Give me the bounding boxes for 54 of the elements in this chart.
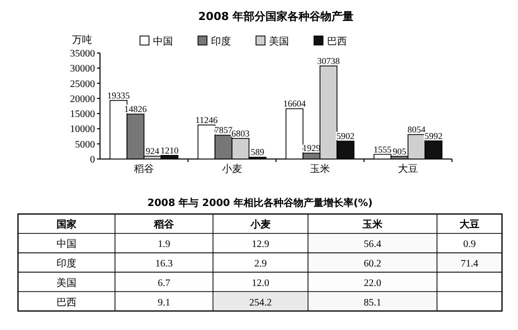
x-tick-label: 小麦 xyxy=(250,218,270,231)
y-tick-label: 30000 xyxy=(70,64,95,75)
data-label: 71.4 xyxy=(460,258,478,270)
y-tick-label: 中国 xyxy=(56,238,76,250)
data-label: 6803 xyxy=(232,128,250,138)
legend-label: 巴西 xyxy=(327,36,347,48)
legend-label: 美国 xyxy=(269,36,289,48)
y-tick-label: 印度 xyxy=(56,258,76,270)
y-tick-label: 15000 xyxy=(70,109,95,120)
data-label: 1555 xyxy=(374,144,392,154)
data-label: 22.0 xyxy=(364,278,382,289)
data-label: 16.3 xyxy=(155,258,173,270)
y-tick-label: 巴西 xyxy=(56,297,76,308)
legend-label: 中国 xyxy=(153,36,173,48)
data-label: 1.9 xyxy=(158,239,170,250)
data-label: 19335 xyxy=(107,90,130,100)
data-label: 30738 xyxy=(317,56,340,66)
y-tick-label: 25000 xyxy=(70,78,95,90)
data-label: 56.4 xyxy=(364,239,382,250)
y-tick-label: 20000 xyxy=(70,94,95,105)
legend-label: 印度 xyxy=(211,36,231,48)
x-tick-label: 稻谷 xyxy=(134,163,154,175)
data-label: 254.2 xyxy=(249,297,272,308)
y-tick-label: 10000 xyxy=(70,124,95,136)
data-label: 1210 xyxy=(160,145,179,156)
data-label: 924 xyxy=(146,146,160,156)
chart-title: 2008 年部分国家各种谷物产量 xyxy=(198,10,354,23)
data-label: 9.1 xyxy=(158,297,170,308)
y-tick-label: 美国 xyxy=(56,276,76,289)
x-tick-label: 玉米 xyxy=(310,163,330,175)
data-label: 2.9 xyxy=(254,258,267,270)
data-label: 8054 xyxy=(408,124,426,135)
y-tick-label: 0 xyxy=(90,154,95,166)
x-tick-label: 大豆 xyxy=(458,218,480,231)
data-label: 589 xyxy=(250,147,265,158)
x-tick-label: 小麦 xyxy=(222,163,242,175)
x-tick-label: 稻谷 xyxy=(153,218,175,231)
data-label: 905 xyxy=(392,146,407,156)
y-tick-label: 5000 xyxy=(75,139,95,150)
y-tick-label: 35000 xyxy=(70,48,95,60)
data-label: 16604 xyxy=(283,98,306,109)
data-label: 11246 xyxy=(195,114,218,125)
data-label: 60.2 xyxy=(364,258,382,270)
chart-title: 2008 年与 2000 年相比各种谷物产量增长率(%) xyxy=(147,197,373,209)
x-tick-label: 玉米 xyxy=(362,218,384,231)
x-tick-label: 大豆 xyxy=(398,163,418,175)
data-label: 12.0 xyxy=(252,278,270,289)
y-axis-title: 万吨 xyxy=(72,34,92,46)
data-label: 0.9 xyxy=(463,239,476,250)
y-axis-title: 国家 xyxy=(56,218,76,231)
data-label: 12.9 xyxy=(252,239,270,250)
data-label: 85.1 xyxy=(364,297,382,308)
data-label: 5992 xyxy=(424,130,442,141)
data-label: 6.7 xyxy=(158,278,170,289)
